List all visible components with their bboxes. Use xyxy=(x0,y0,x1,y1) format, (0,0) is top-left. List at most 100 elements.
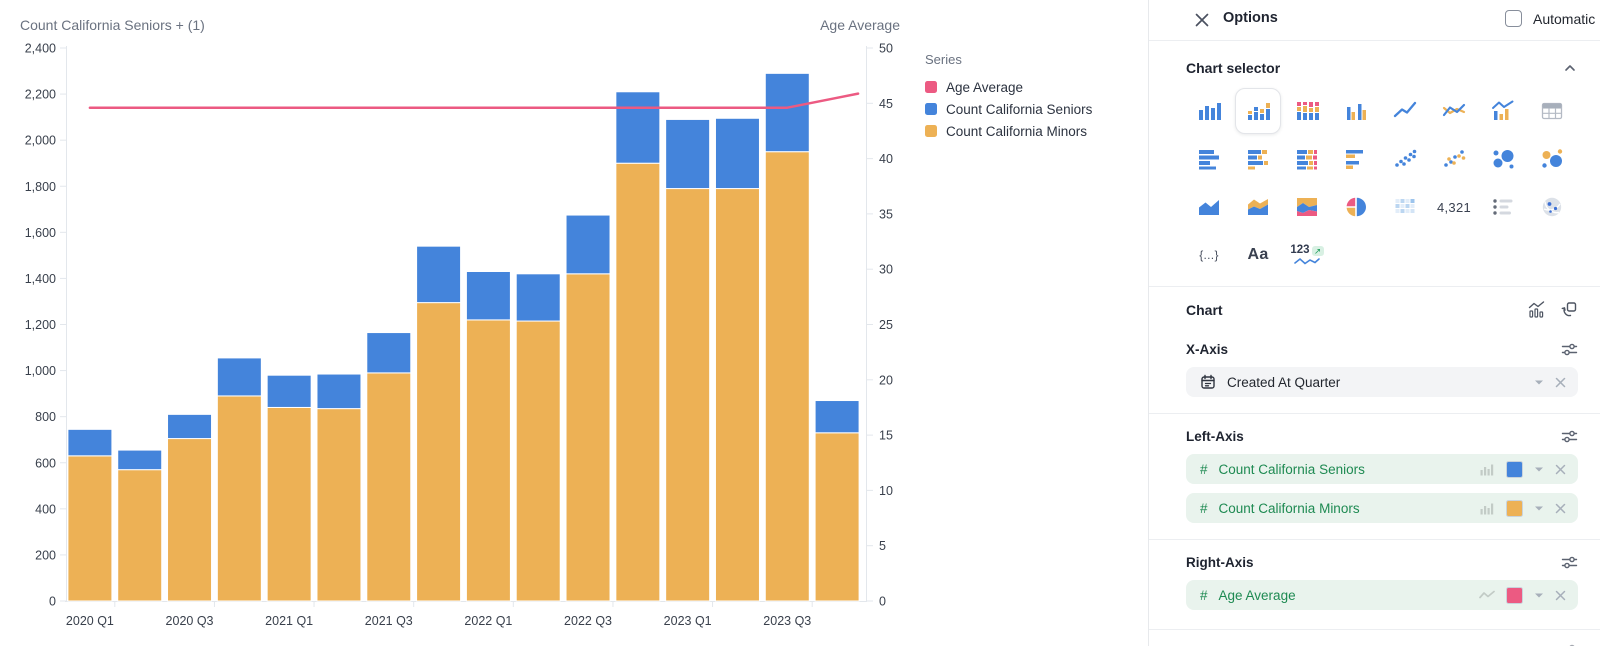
chevron-down-icon[interactable] xyxy=(1534,505,1544,512)
svg-text:35: 35 xyxy=(879,207,893,221)
bar-segment-seniors xyxy=(316,373,362,410)
chart-type-json-icon[interactable]: {...} xyxy=(1199,248,1219,262)
remove-icon[interactable] xyxy=(1555,503,1566,514)
chart-type-bar-horizontal-icon[interactable] xyxy=(1186,136,1232,182)
field-label: Created At Quarter xyxy=(1227,374,1341,390)
sliders-icon[interactable] xyxy=(1561,341,1578,358)
chart-type-area-100-icon[interactable] xyxy=(1284,184,1330,230)
legend-title: Series xyxy=(925,52,962,67)
bar-segment-seniors xyxy=(167,413,213,440)
series-color-swatch[interactable] xyxy=(1506,499,1523,517)
close-icon[interactable] xyxy=(1193,11,1211,29)
chart-type-text-icon[interactable]: Aa xyxy=(1247,246,1269,263)
svg-text:5: 5 xyxy=(879,539,886,553)
chevron-down-icon[interactable] xyxy=(1534,466,1544,473)
svg-text:15: 15 xyxy=(879,429,893,443)
chart-type-bubble-icon[interactable] xyxy=(1480,136,1526,182)
chart-type-bar-horizontal-stacked-icon[interactable] xyxy=(1235,136,1281,182)
automatic-checkbox-row: Automatic xyxy=(1505,10,1595,27)
chart-type-bar-grouped-icon[interactable] xyxy=(1333,88,1379,134)
column-chart-mini-icon xyxy=(1480,463,1495,476)
chart-type-pie-icon[interactable] xyxy=(1333,184,1379,230)
chart-type-area-stacked-icon[interactable] xyxy=(1235,184,1281,230)
svg-text:2,200: 2,200 xyxy=(25,88,56,102)
series-color-swatch[interactable] xyxy=(1506,460,1523,478)
bar-segment-seniors xyxy=(814,400,860,434)
svg-text:2022 Q1: 2022 Q1 xyxy=(464,614,512,628)
svg-text:20: 20 xyxy=(879,373,893,387)
chart-type-table-icon[interactable] xyxy=(1529,88,1575,134)
chart-type-trend-icon[interactable]: 123 ↗ xyxy=(1284,232,1330,278)
chevron-down-icon[interactable] xyxy=(1534,379,1544,386)
calendar-icon xyxy=(1200,374,1216,390)
sliders-icon[interactable] xyxy=(1561,428,1578,445)
bar-segment-minors xyxy=(764,151,810,602)
chart-type-scatter-icon[interactable] xyxy=(1382,136,1428,182)
right-axis-section-title: Right-Axis xyxy=(1186,555,1254,570)
axis-field-pill[interactable]: # Age Average xyxy=(1186,580,1578,610)
bar-segment-minors xyxy=(416,302,462,602)
chart-type-grid: 4,321 {...} Aa 123 ↗ xyxy=(1186,88,1578,280)
bar-segment-seniors xyxy=(565,214,611,275)
sliders-icon[interactable] xyxy=(1561,554,1578,571)
bar-segment-seniors xyxy=(67,428,113,457)
options-panel: Options Automatic Chart selector 4,321 {.… xyxy=(1148,0,1600,646)
chart-type-bar-horizontal-100-icon[interactable] xyxy=(1284,136,1330,182)
chart-type-bar-stacked-icon[interactable] xyxy=(1235,88,1281,134)
remove-icon[interactable] xyxy=(1555,590,1566,601)
svg-text:1,400: 1,400 xyxy=(25,272,56,286)
chart-type-area-icon[interactable] xyxy=(1186,184,1232,230)
plot-area: 02004006008001,0001,2001,4001,6001,8002,… xyxy=(25,42,893,629)
chart-type-bar-stacked-100-icon[interactable] xyxy=(1284,88,1330,134)
svg-text:1,000: 1,000 xyxy=(25,364,56,378)
chart-type-list-icon[interactable] xyxy=(1480,184,1526,230)
svg-text:200: 200 xyxy=(35,548,56,562)
axis-field-pill[interactable]: # Count California Minors xyxy=(1186,493,1578,523)
bar-segment-seniors xyxy=(117,449,163,471)
legend-item[interactable]: Age Average xyxy=(925,76,1135,98)
chart-type-bubble-multi-icon[interactable] xyxy=(1529,136,1575,182)
chart-section-title: Chart xyxy=(1186,301,1223,318)
hash-prefix: # xyxy=(1200,587,1208,603)
series-color-swatch[interactable] xyxy=(1506,586,1523,604)
chart-type-number-icon[interactable]: 4,321 xyxy=(1436,199,1472,215)
bar-segment-seniors xyxy=(266,374,312,408)
legend-item[interactable]: Count California Seniors xyxy=(925,98,1135,120)
svg-text:1,200: 1,200 xyxy=(25,318,56,332)
chart-canvas[interactable]: 02004006008001,0001,2001,4001,6001,8002,… xyxy=(0,0,910,646)
combo-chart-icon[interactable] xyxy=(1527,300,1546,319)
bar-segment-minors xyxy=(216,395,262,602)
svg-text:40: 40 xyxy=(879,152,893,166)
svg-text:800: 800 xyxy=(35,410,56,424)
chart-type-map-icon[interactable] xyxy=(1529,184,1575,230)
axis-field-pill[interactable]: # Count California Seniors xyxy=(1186,454,1578,484)
legend-item[interactable]: Count California Minors xyxy=(925,120,1135,142)
chevron-down-icon[interactable] xyxy=(1534,592,1544,599)
svg-text:2,400: 2,400 xyxy=(25,42,56,56)
svg-text:0: 0 xyxy=(879,595,886,609)
bar-segment-seniors xyxy=(615,91,661,164)
options-panel-header: Options Automatic xyxy=(1149,0,1600,41)
chart-type-line-icon[interactable] xyxy=(1382,88,1428,134)
x-axis-field-pill[interactable]: Created At Quarter xyxy=(1186,367,1578,397)
chart-type-combo-icon[interactable] xyxy=(1480,88,1526,134)
chart-type-bar-horizontal-grouped-icon[interactable] xyxy=(1333,136,1379,182)
remove-icon[interactable] xyxy=(1555,464,1566,475)
hash-prefix: # xyxy=(1200,461,1208,477)
automatic-checkbox[interactable] xyxy=(1505,10,1522,27)
remove-icon[interactable] xyxy=(1555,377,1566,388)
svg-text:10: 10 xyxy=(879,484,893,498)
chart-type-pivot-table-icon[interactable] xyxy=(1382,184,1428,230)
bar-segment-seniors xyxy=(216,357,262,397)
chart-type-bar-icon[interactable] xyxy=(1186,88,1232,134)
legend-label: Count California Seniors xyxy=(946,101,1093,117)
bar-segment-minors xyxy=(67,455,113,602)
duplicate-icon[interactable] xyxy=(1559,300,1578,319)
bar-segment-seniors xyxy=(665,118,711,190)
chevron-up-icon[interactable] xyxy=(1562,60,1578,76)
chart-type-scatter-multi-icon[interactable] xyxy=(1431,136,1477,182)
sliders-icon[interactable] xyxy=(1561,642,1578,646)
chart-right-axis-title: Age Average xyxy=(820,17,900,33)
chart-type-line-multi-icon[interactable] xyxy=(1431,88,1477,134)
